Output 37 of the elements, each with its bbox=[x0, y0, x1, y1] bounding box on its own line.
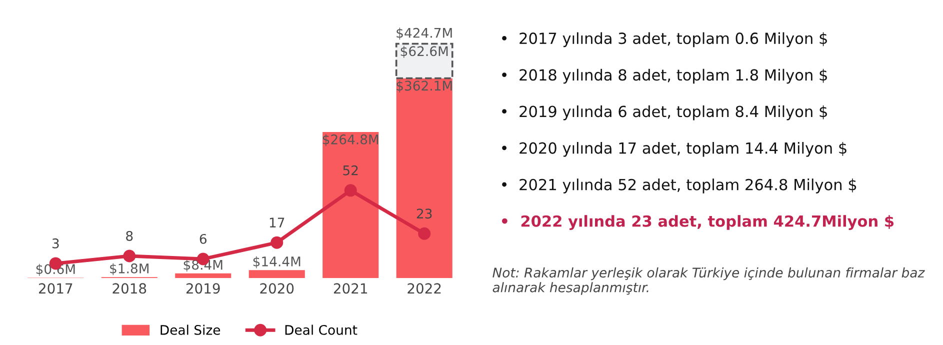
point bbox=[344, 184, 357, 197]
data-label: $8.4M bbox=[184, 260, 222, 272]
x-tick-label: 2022 bbox=[408, 283, 441, 294]
x-tick-label: 2018 bbox=[112, 283, 146, 294]
legend-label: Deal Count bbox=[285, 324, 358, 335]
point bbox=[270, 236, 284, 249]
text: Not: Rakamlar yerleşik olarak Türkiye içinde bulunan firmalar baz alınarak hesaplanmıştır. bbox=[492, 267, 925, 295]
data-label: $14.4M bbox=[253, 256, 300, 268]
bar bbox=[175, 273, 232, 278]
data-label: 8 bbox=[126, 230, 133, 241]
text: • 2021 yılında 52 adet, toplam 264.8 Milyon $ bbox=[502, 178, 856, 194]
bar bbox=[395, 42, 454, 80]
text: • 2020 yılında 17 adet, toplam 14.4 Milyon $ bbox=[502, 142, 846, 157]
bar bbox=[322, 132, 379, 278]
data-label: 52 bbox=[343, 165, 358, 176]
x-tick-label: 2020 bbox=[260, 283, 294, 294]
x-tick-label: 2017 bbox=[38, 283, 72, 294]
bar bbox=[248, 270, 305, 278]
total-label: $424.7M bbox=[396, 28, 452, 40]
data-label: 23 bbox=[416, 208, 432, 219]
data-label: 17 bbox=[270, 218, 284, 228]
x-tick-label: 2019 bbox=[186, 283, 220, 294]
data-label: 6 bbox=[200, 234, 206, 244]
point bbox=[123, 250, 136, 262]
x-tick-label: 2021 bbox=[334, 283, 367, 294]
data-label: $1.8M bbox=[110, 263, 148, 276]
text: • 2022 yılında 23 adet, toplam 424.7Milyon $ bbox=[502, 215, 894, 230]
legend-label: Deal Size bbox=[160, 324, 220, 335]
text: • 2017 yılında 3 adet, toplam 0.6 Milyon $ bbox=[502, 32, 827, 48]
data-label: $362.1M bbox=[396, 80, 452, 92]
point bbox=[418, 227, 431, 240]
data-label: 3 bbox=[52, 238, 59, 248]
text: • 2019 yılında 6 adet, toplam 8.4 Milyon $ bbox=[502, 105, 827, 120]
bar bbox=[396, 78, 452, 278]
text: • 2018 yılında 8 adet, toplam 1.8 Milyon $ bbox=[502, 68, 827, 84]
data-label: $62.6M bbox=[400, 46, 448, 58]
data-label: $264.8M bbox=[322, 134, 378, 146]
